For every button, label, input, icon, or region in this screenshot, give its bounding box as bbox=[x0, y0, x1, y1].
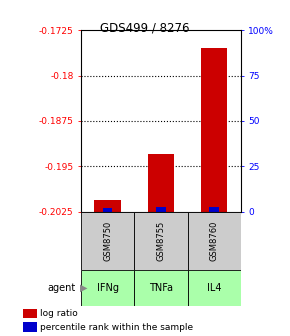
Text: agent: agent bbox=[47, 283, 75, 293]
Text: percentile rank within the sample: percentile rank within the sample bbox=[40, 323, 193, 332]
Bar bbox=[81, 212, 134, 270]
Text: GSM8750: GSM8750 bbox=[103, 221, 112, 261]
Bar bbox=[148, 154, 174, 212]
Text: TNFa: TNFa bbox=[149, 283, 173, 293]
Bar bbox=[95, 200, 121, 212]
Text: IFNg: IFNg bbox=[97, 283, 119, 293]
Bar bbox=[23, 323, 37, 332]
Text: GSM8760: GSM8760 bbox=[210, 221, 219, 261]
Bar bbox=[188, 270, 241, 306]
Text: log ratio: log ratio bbox=[40, 309, 78, 318]
Bar bbox=[134, 212, 188, 270]
Bar bbox=[103, 208, 113, 212]
Bar bbox=[188, 212, 241, 270]
Bar bbox=[201, 48, 227, 212]
Text: IL4: IL4 bbox=[207, 283, 221, 293]
Bar bbox=[134, 270, 188, 306]
Bar bbox=[156, 207, 166, 212]
Text: GSM8755: GSM8755 bbox=[156, 221, 166, 261]
Text: ▶: ▶ bbox=[80, 283, 87, 293]
Bar bbox=[81, 270, 134, 306]
Bar bbox=[209, 207, 219, 212]
Text: GDS499 / 8276: GDS499 / 8276 bbox=[100, 22, 190, 35]
Bar bbox=[23, 309, 37, 318]
